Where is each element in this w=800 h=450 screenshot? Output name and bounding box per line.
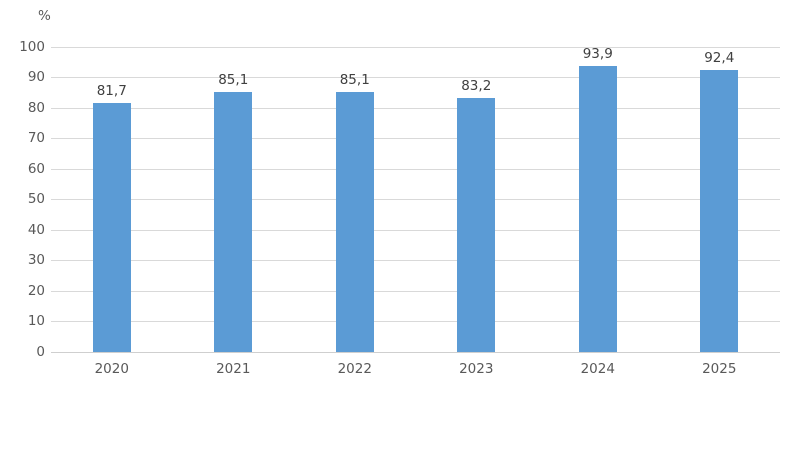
x-tick-label-2021: 2021 — [216, 361, 251, 377]
gridline-50 — [51, 199, 780, 200]
gridline-70 — [51, 138, 780, 139]
bar-2023 — [457, 98, 496, 352]
y-tick-label-20: 20 — [27, 282, 45, 299]
data-label-2020: 81,7 — [96, 82, 127, 99]
y-tick-label-70: 70 — [27, 130, 45, 146]
data-label-2021: 85,1 — [218, 72, 249, 89]
gridline-40 — [51, 229, 780, 231]
gridline-80 — [51, 107, 780, 109]
y-tick-label-100: 100 — [19, 38, 45, 55]
y-tick-label-30: 30 — [27, 252, 45, 268]
x-tick-label-2022: 2022 — [337, 361, 372, 377]
gridline-100 — [51, 46, 780, 48]
y-tick-label-50: 50 — [27, 191, 45, 207]
gridline-30 — [51, 260, 780, 261]
data-label-2022: 85,1 — [339, 72, 370, 89]
data-label-2025: 92,4 — [704, 50, 735, 67]
x-tick-label-2020: 2020 — [94, 361, 129, 377]
bar-2025 — [700, 70, 739, 352]
y-tick-label-80: 80 — [27, 99, 45, 116]
gridline-60 — [51, 168, 780, 170]
gridline-20 — [51, 290, 780, 292]
plot-area — [51, 46, 780, 353]
data-label-2024: 93,9 — [582, 45, 613, 62]
bar-2021 — [214, 92, 253, 352]
y-tick-label-0: 0 — [36, 343, 45, 360]
x-tick-label-2025: 2025 — [702, 361, 737, 377]
x-tick-label-2024: 2024 — [580, 361, 615, 377]
data-label-2023: 83,2 — [461, 78, 492, 95]
x-tick-label-2023: 2023 — [459, 361, 494, 377]
bar-2020 — [92, 102, 131, 352]
y-tick-label-60: 60 — [27, 160, 45, 177]
y-tick-label-90: 90 — [27, 69, 45, 85]
y-axis-unit-label: % — [38, 8, 51, 24]
gridline-90 — [51, 77, 780, 78]
gridline-10 — [51, 321, 780, 322]
bar-2022 — [335, 92, 374, 352]
y-tick-label-40: 40 — [27, 221, 45, 238]
bar-2024 — [578, 65, 617, 352]
x-axis-line — [51, 352, 780, 353]
y-tick-label-10: 10 — [27, 313, 45, 329]
